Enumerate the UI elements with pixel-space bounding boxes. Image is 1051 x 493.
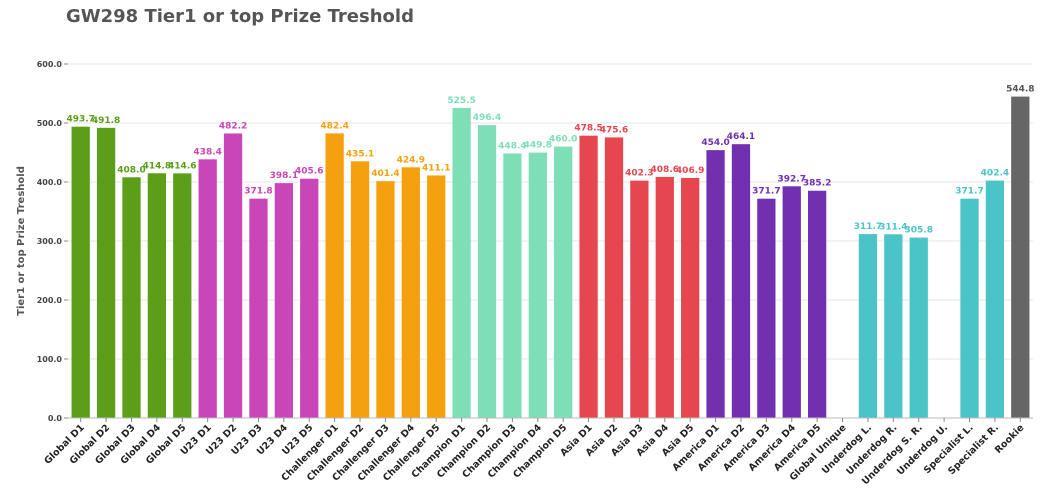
- bar: [554, 146, 573, 418]
- bar: [350, 161, 370, 418]
- value-label: 371.7: [955, 187, 983, 197]
- bar: [427, 175, 446, 418]
- value-label: 478.5: [574, 124, 602, 134]
- bar: [528, 152, 547, 419]
- bar: [249, 198, 268, 418]
- bar: [960, 198, 979, 418]
- value-label: 305.8: [904, 226, 932, 236]
- value-label: 448.4: [498, 141, 526, 151]
- bar: [325, 133, 344, 418]
- bars: [71, 96, 1030, 419]
- value-label: 491.8: [92, 116, 120, 126]
- value-label: 411.1: [422, 163, 450, 173]
- value-label: 449.8: [524, 141, 552, 151]
- y-tick-label: 200.0: [37, 296, 63, 305]
- value-label: 385.2: [803, 179, 831, 189]
- bar: [655, 176, 674, 418]
- value-label: 414.8: [143, 161, 171, 171]
- y-tick-label: 0.0: [48, 414, 63, 423]
- bar: [71, 126, 90, 418]
- value-label: 424.9: [397, 155, 425, 165]
- value-label: 371.8: [244, 187, 272, 197]
- bar: [858, 234, 878, 418]
- value-label: 438.4: [193, 147, 221, 157]
- bar: [401, 167, 420, 418]
- value-label: 401.4: [371, 169, 399, 179]
- value-label: 525.5: [447, 96, 475, 106]
- value-label: 371.7: [752, 187, 780, 197]
- value-label: 405.6: [295, 167, 323, 177]
- bar: [630, 180, 649, 418]
- value-label: 482.4: [320, 121, 348, 131]
- value-label: 460.0: [549, 135, 577, 145]
- bar: [1011, 96, 1030, 419]
- bar: [477, 125, 497, 419]
- y-tick-label: 500.0: [37, 119, 63, 128]
- bar: [909, 237, 928, 418]
- value-label: 496.4: [473, 113, 501, 123]
- bar: [223, 133, 243, 418]
- bar: [198, 159, 217, 418]
- value-label: 544.8: [1006, 85, 1034, 95]
- value-label: 414.6: [168, 161, 196, 171]
- value-label: 408.0: [117, 165, 145, 175]
- bar: [604, 137, 624, 418]
- y-tick-label: 400.0: [37, 178, 63, 187]
- bar: [96, 127, 116, 418]
- value-label: 398.1: [270, 171, 298, 181]
- bar: [452, 107, 471, 418]
- chart-title: GW298 Tier1 or top Prize Treshold: [66, 6, 414, 27]
- bar: [731, 144, 751, 418]
- y-tick-label: 600.0: [37, 60, 63, 69]
- bar: [503, 153, 522, 418]
- value-label: 408.6: [651, 165, 679, 175]
- bar: [300, 178, 319, 418]
- bar: [122, 177, 141, 418]
- value-label: 392.7: [778, 174, 806, 184]
- value-label: 454.0: [701, 138, 729, 148]
- bar: [274, 183, 293, 418]
- y-axis-title: Tier1 or top Prize Treshold: [16, 166, 27, 316]
- bar: [985, 180, 1005, 418]
- value-label: 311.7: [854, 222, 882, 232]
- bar: [376, 181, 395, 418]
- bar: [579, 135, 598, 418]
- value-label: 482.2: [219, 122, 247, 132]
- bar: [173, 173, 192, 418]
- y-tick-label: 300.0: [37, 237, 63, 246]
- bar: [808, 190, 827, 418]
- bar: [706, 150, 725, 418]
- value-label: 464.1: [727, 132, 755, 142]
- value-label: 402.3: [625, 169, 653, 179]
- value-label: 493.7: [66, 115, 94, 125]
- bar: [884, 234, 903, 418]
- value-label: 402.4: [981, 169, 1009, 179]
- bar: [782, 186, 801, 418]
- bar: [681, 177, 700, 418]
- value-label: 406.9: [676, 166, 704, 176]
- bar: [757, 198, 776, 418]
- value-label: 311.4: [879, 222, 907, 232]
- y-tick-label: 100.0: [37, 355, 63, 364]
- value-label: 435.1: [346, 149, 374, 159]
- value-label: 475.6: [600, 125, 628, 135]
- bar: [147, 173, 167, 418]
